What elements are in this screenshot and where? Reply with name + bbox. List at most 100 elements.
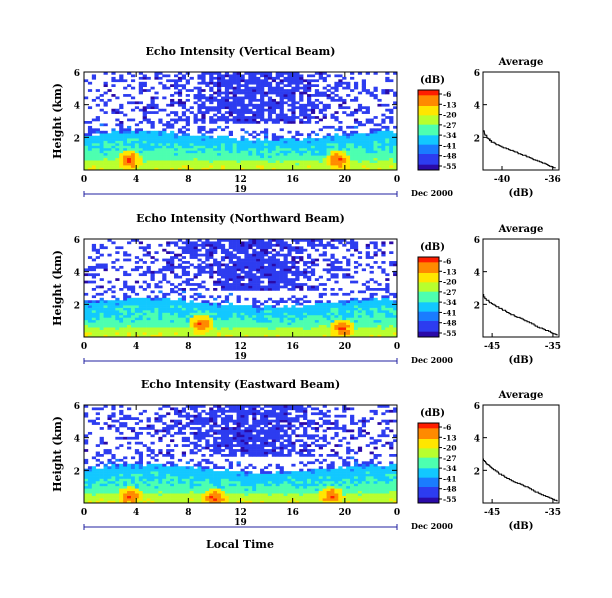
heatmap-cell: [205, 288, 210, 291]
heatmap-cell: [220, 329, 226, 333]
heatmap-cell: [314, 152, 320, 156]
heatmap-cell: [181, 140, 187, 144]
heatmap-cell: [260, 101, 265, 105]
heatmap-cell: [224, 94, 230, 97]
heatmap-cell: [326, 103, 331, 107]
heatmap-cell: [173, 334, 179, 338]
heatmap-cell: [303, 239, 308, 242]
heatmap-cell: [107, 160, 112, 163]
heatmap-cell: [373, 241, 378, 245]
heatmap-cell: [361, 138, 366, 141]
heatmap-cell: [205, 106, 210, 110]
heatmap-cell: [181, 150, 187, 154]
heatmap-cell: [119, 135, 124, 139]
heatmap-cell: [150, 152, 155, 156]
heatmap-cell: [283, 116, 288, 119]
heatmap-cell: [228, 305, 233, 308]
heatmap-cell: [95, 495, 100, 499]
heatmap-cell: [87, 162, 93, 166]
heatmap-cell: [346, 138, 351, 141]
heatmap-cell: [213, 84, 218, 87]
heatmap-cell: [119, 424, 124, 428]
heatmap-cell: [279, 138, 284, 141]
heatmap-cell: [213, 334, 218, 338]
heatmap-cell: [150, 86, 155, 90]
heatmap-cell: [91, 317, 97, 321]
heatmap-cell: [197, 81, 202, 85]
heatmap-cell: [95, 444, 100, 447]
heatmap-cell: [236, 165, 241, 168]
heatmap-cell: [217, 305, 222, 308]
heatmap-cell: [119, 246, 124, 250]
heatmap-cell: [103, 300, 108, 303]
heatmap-cell: [220, 116, 226, 119]
heatmap-cell: [283, 138, 288, 141]
heatmap-cell: [177, 89, 183, 92]
heatmap-cell: [107, 471, 112, 474]
heatmap-cell: [150, 310, 155, 313]
heatmap-cell: [232, 145, 237, 149]
heatmap-cell: [330, 135, 335, 139]
heatmap-cell: [217, 155, 222, 159]
heatmap-cell: [205, 243, 210, 247]
heatmap-cell: [146, 446, 151, 450]
heatmap-cell: [377, 98, 382, 102]
heatmap-cell: [220, 283, 226, 286]
heatmap-cell: [267, 89, 273, 92]
heatmap-cell: [240, 322, 245, 326]
heatmap-cell: [240, 98, 245, 102]
heatmap-cell: [84, 322, 89, 326]
panel-2: Echo Intensity (Northward Beam)Height (k…: [51, 212, 561, 366]
heatmap-cell: [99, 292, 104, 296]
heatmap-cell: [99, 138, 104, 141]
heatmap-cell: [170, 485, 175, 489]
heatmap-cell: [162, 292, 167, 296]
heatmap-cell: [119, 319, 124, 323]
heatmap-cell: [393, 305, 398, 308]
heatmap-cell: [138, 473, 143, 477]
heatmap-cell: [310, 94, 316, 97]
heatmap-cell: [326, 133, 331, 136]
heatmap-cell: [389, 319, 394, 323]
heatmap-cell: [177, 409, 183, 413]
heatmap-cell: [99, 130, 104, 134]
heatmap-cell: [181, 86, 187, 90]
heatmap-cell: [373, 135, 378, 139]
heatmap-cell: [107, 490, 112, 494]
heatmap-cell: [369, 334, 374, 338]
heatmap-cell: [299, 329, 304, 333]
heatmap-cell: [115, 111, 120, 114]
heatmap-cell: [123, 490, 128, 494]
heatmap-cell: [291, 89, 296, 92]
heatmap-cell: [303, 121, 308, 124]
heatmap-cell: [209, 98, 214, 102]
heatmap-cell: [111, 128, 116, 132]
heatmap-cell: [283, 261, 288, 264]
heatmap-cell: [127, 312, 132, 316]
heatmap-cell: [252, 106, 257, 110]
heatmap-cell: [103, 317, 108, 321]
heatmap-cell: [138, 91, 143, 95]
heatmap-cell: [162, 490, 167, 494]
heatmap-cell: [373, 145, 378, 149]
heatmap-cell: [134, 145, 140, 149]
heatmap-cell: [111, 334, 116, 338]
heatmap-cell: [130, 101, 136, 105]
heatmap-cell: [295, 72, 300, 75]
heatmap-cell: [224, 280, 230, 284]
heatmap-cell: [173, 471, 179, 474]
heatmap-cell: [119, 152, 124, 156]
heatmap-cell: [256, 327, 261, 330]
heatmap-cell: [181, 424, 187, 428]
heatmap-cell: [84, 167, 89, 171]
heatmap-cell: [95, 488, 100, 492]
heatmap-cell: [361, 89, 366, 92]
heatmap-cell: [127, 160, 132, 163]
heatmap-cell: [369, 307, 374, 311]
heatmap-cell: [236, 167, 241, 171]
heatmap-cell: [193, 253, 198, 257]
heatmap-cell: [177, 162, 183, 166]
heatmap-cell: [369, 314, 374, 318]
heatmap-cell: [173, 101, 179, 105]
heatmap-cell: [205, 143, 210, 146]
